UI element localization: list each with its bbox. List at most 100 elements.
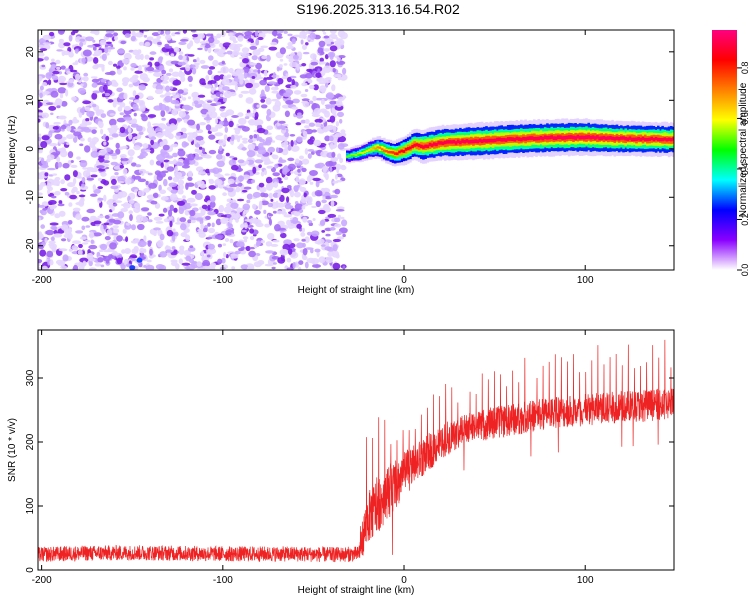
noise-speckle	[278, 64, 283, 68]
noise-speckle	[134, 238, 140, 243]
noise-speckle	[128, 133, 133, 140]
noise-speckle	[217, 243, 222, 248]
signal-cell	[574, 136, 577, 140]
noise-speckle	[238, 248, 243, 252]
noise-speckle	[197, 228, 203, 232]
signal-cell	[524, 137, 527, 141]
noise-speckle	[306, 175, 312, 183]
noise-speckle	[197, 33, 205, 39]
noise-speckle	[72, 30, 79, 34]
noise-speckle	[38, 150, 43, 154]
noise-speckle	[209, 195, 216, 203]
noise-speckle	[134, 175, 142, 180]
noise-speckle	[195, 166, 204, 172]
noise-speckle	[208, 134, 216, 140]
noise-speckle	[171, 32, 176, 37]
noise-speckle	[116, 87, 123, 93]
noise-speckle	[91, 78, 100, 83]
noise-speckle	[74, 48, 79, 54]
noise-speckle	[104, 236, 111, 241]
noise-speckle	[237, 112, 244, 117]
noise-speckle	[131, 162, 137, 167]
noise-speckle	[304, 125, 310, 129]
noise-speckle	[276, 66, 280, 72]
noise-speckle	[187, 219, 192, 224]
noise-speckle	[173, 207, 178, 213]
noise-speckle	[38, 217, 41, 221]
signal-cell	[541, 136, 545, 141]
signal-cell	[622, 136, 625, 140]
snr-x-label: Height of straight line (km)	[298, 585, 415, 596]
noise-speckle	[98, 249, 104, 253]
noise-speckle	[216, 160, 225, 168]
noise-speckle	[299, 74, 308, 79]
noise-speckle	[68, 51, 74, 58]
noise-speckle	[54, 133, 63, 140]
noise-speckle	[188, 83, 193, 87]
noise-speckle	[286, 267, 294, 270]
noise-speckle	[79, 123, 88, 128]
noise-speckle	[336, 38, 343, 41]
noise-speckle	[122, 58, 130, 65]
noise-speckle	[321, 30, 325, 33]
noise-speckle	[271, 90, 279, 94]
noise-speckle	[185, 64, 191, 72]
noise-speckle	[340, 129, 346, 134]
noise-speckle	[105, 30, 115, 34]
noise-speckle	[237, 159, 245, 164]
noise-speckle	[165, 85, 171, 92]
noise-speckle	[70, 164, 78, 168]
noise-speckle	[209, 79, 217, 84]
noise-speckle	[147, 95, 154, 100]
noise-speckle	[293, 191, 301, 198]
noise-speckle	[165, 72, 172, 76]
noise-speckle	[129, 214, 133, 221]
noise-speckle	[335, 253, 340, 259]
noise-speckle	[154, 88, 164, 95]
noise-speckle	[170, 193, 178, 201]
noise-speckle	[82, 76, 89, 82]
noise-speckle	[178, 54, 183, 60]
noise-speckle	[339, 32, 348, 40]
noise-speckle	[49, 222, 59, 226]
noise-speckle	[329, 45, 338, 52]
noise-speckle	[72, 177, 77, 185]
noise-speckle	[38, 259, 43, 264]
noise-speckle	[290, 145, 300, 152]
noise-speckle	[218, 84, 225, 92]
noise-speckle	[205, 168, 210, 174]
noise-speckle	[334, 188, 341, 195]
noise-speckle	[111, 252, 120, 256]
noise-speckle	[81, 242, 89, 245]
noise-speckle	[170, 53, 175, 57]
noise-speckle	[92, 184, 97, 191]
noise-speckle	[104, 46, 109, 54]
noise-speckle	[79, 160, 88, 168]
noise-speckle	[113, 32, 119, 37]
noise-speckle	[96, 165, 105, 169]
noise-speckle	[170, 189, 178, 194]
noise-speckle	[167, 176, 173, 181]
noise-speckle	[228, 120, 234, 128]
noise-speckle	[68, 248, 73, 252]
noise-speckle	[78, 243, 83, 249]
noise-speckle	[296, 114, 304, 119]
noise-speckle	[230, 202, 239, 209]
noise-speckle	[267, 81, 277, 85]
noise-speckle	[157, 57, 163, 64]
noise-speckle	[68, 34, 73, 42]
noise-speckle	[330, 156, 339, 162]
noise-speckle	[222, 192, 228, 197]
noise-speckle	[329, 30, 337, 35]
noise-speckle	[169, 123, 176, 131]
noise-speckle	[290, 85, 297, 89]
noise-speckle	[180, 76, 186, 82]
noise-speckle	[254, 210, 261, 215]
noise-speckle	[173, 46, 180, 53]
noise-speckle	[205, 124, 212, 131]
noise-speckle	[155, 264, 165, 270]
noise-speckle	[40, 224, 45, 229]
noise-speckle	[69, 194, 77, 200]
noise-speckle	[52, 173, 58, 176]
noise-speckle	[284, 110, 290, 118]
